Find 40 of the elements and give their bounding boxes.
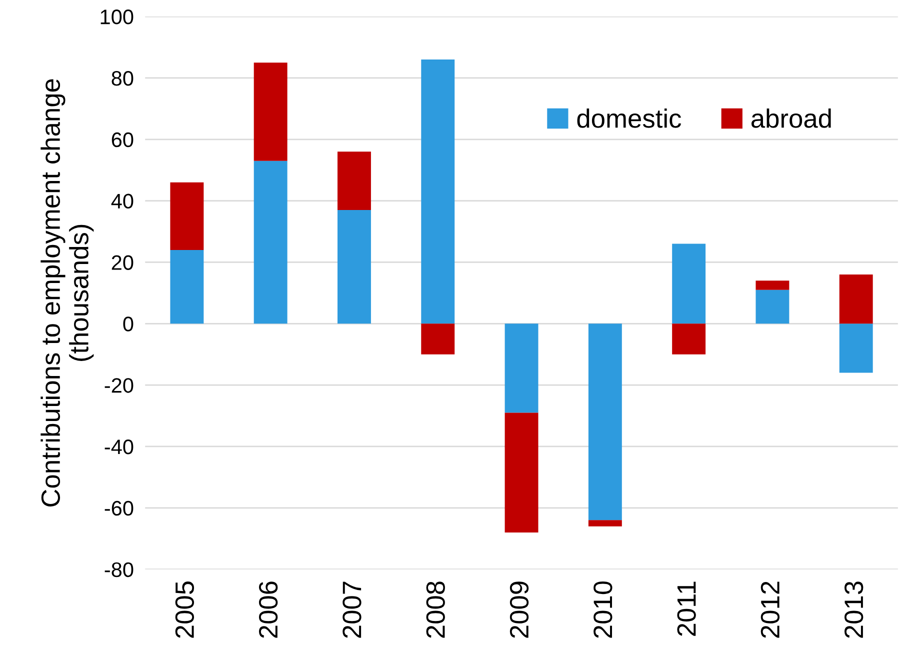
- x-tick-label: 2008: [426, 582, 445, 638]
- y-tick-label: 60: [112, 132, 134, 148]
- bar: [588, 520, 622, 526]
- y-tick-label: 40: [111, 194, 134, 209]
- y-tick-label: 80: [112, 70, 134, 86]
- bar: [254, 160, 288, 324]
- y-axis-title: Contributions to employment change (thousands): [40, 79, 94, 506]
- x-tick-label: 2005: [175, 582, 194, 638]
- legend-label: abroad: [751, 108, 831, 128]
- x-tick-label: 2012: [760, 582, 780, 638]
- bar: [421, 60, 455, 324]
- bar: [672, 324, 706, 354]
- x-tick-label: 2009: [510, 582, 529, 638]
- bar: [338, 210, 371, 324]
- y-tick-label: 100: [100, 10, 134, 24]
- bar: [588, 324, 622, 520]
- y-tick-label: 0: [123, 316, 134, 332]
- y-tick-label: -60: [104, 500, 134, 516]
- y-tick-label: -80: [104, 562, 134, 578]
- bar: [170, 250, 204, 324]
- bar: [504, 324, 538, 413]
- x-tick-label: 2007: [342, 582, 362, 638]
- x-tick-label: 2006: [258, 582, 278, 638]
- bar: [756, 280, 790, 290]
- legend-label: domestic: [577, 108, 682, 128]
- y-tick-label: -40: [104, 439, 134, 454]
- x-tick-label: 2011: [677, 582, 696, 636]
- y-tick-label: 20: [112, 255, 134, 270]
- bar: [170, 182, 204, 250]
- bar: [254, 62, 288, 161]
- bar: [839, 274, 873, 324]
- bar: [756, 290, 790, 324]
- x-tick-label: 2013: [844, 582, 864, 638]
- bar: [672, 244, 706, 324]
- bar: [338, 152, 371, 210]
- y-tick-label: -20: [104, 378, 134, 393]
- x-tick-label: 2010: [594, 581, 612, 638]
- bar: [839, 324, 873, 373]
- bar: [504, 412, 538, 532]
- bar: [421, 324, 455, 354]
